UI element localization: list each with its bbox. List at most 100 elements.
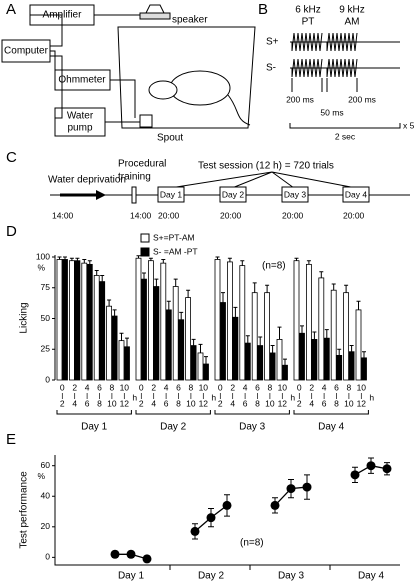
group-label: Day 4 — [318, 422, 345, 433]
x-tick-label: 8 — [110, 382, 115, 392]
bar — [172, 286, 179, 381]
bar — [336, 354, 343, 381]
point — [382, 464, 392, 474]
point — [190, 526, 200, 536]
legend-label: S+=PT-AM — [153, 232, 195, 242]
day-box — [219, 186, 247, 203]
x-tick-label: 8 — [347, 382, 352, 392]
time-label: 20:00 — [220, 210, 242, 220]
bar — [220, 302, 226, 381]
shape — [145, 4, 165, 14]
x-tick-label: 4 — [164, 382, 169, 392]
label: 9 kHz — [339, 5, 365, 16]
shape — [131, 186, 137, 204]
time-label: 20:00 — [282, 210, 304, 220]
bar — [56, 259, 63, 381]
error-bar — [204, 356, 208, 365]
legend-label: S- =AM -PT — [153, 246, 198, 256]
bracket — [56, 410, 132, 415]
error-bar — [265, 284, 270, 293]
x-unit: h — [132, 392, 137, 402]
day-box — [342, 186, 370, 203]
bar — [214, 259, 221, 381]
bar — [124, 346, 130, 381]
error-bar — [69, 257, 74, 261]
panel-label: B — [258, 1, 268, 18]
x-tick-label: 8 — [255, 398, 260, 408]
x-unit: h — [369, 392, 374, 402]
error-bar — [148, 257, 153, 261]
day-label: Day 3 — [284, 189, 306, 199]
x-tick-label: 6 — [243, 398, 248, 408]
x-tick-label: 6 — [334, 382, 339, 392]
bar — [232, 316, 239, 381]
bar — [251, 292, 258, 381]
group-label: Day 4 — [358, 571, 385, 582]
error-bar — [100, 274, 105, 282]
bar — [318, 277, 325, 381]
y-label: Test performance — [19, 471, 30, 549]
x-unit: h — [290, 392, 295, 402]
error-bar — [112, 309, 117, 317]
group-label: Day 2 — [160, 422, 187, 433]
point — [286, 484, 296, 494]
x-tick-label: 12 — [199, 398, 209, 408]
label: S- — [266, 63, 276, 74]
bar — [305, 263, 312, 381]
y-tick-label: 0 — [45, 374, 50, 384]
y-unit: % — [37, 471, 45, 481]
y-tick-label: 40 — [41, 491, 51, 501]
error-bar — [125, 337, 129, 347]
error-bar — [252, 282, 257, 293]
error-bar — [75, 257, 80, 261]
x-tick-label: 10 — [120, 382, 130, 392]
x-tick-label: 2 — [72, 382, 77, 392]
bar — [323, 337, 330, 381]
label: 50 ms — [320, 107, 343, 117]
group-label: Day 1 — [118, 571, 145, 582]
error-bar — [136, 255, 141, 259]
error-bar — [277, 326, 282, 340]
shape — [139, 12, 171, 20]
error-bar — [356, 300, 361, 310]
x-tick-label: 10 — [357, 382, 367, 392]
point — [366, 461, 376, 471]
group — [290, 32, 400, 92]
error-bar — [233, 306, 238, 318]
shape — [139, 114, 153, 128]
error-bar — [63, 256, 67, 260]
x-tick-label: 2 — [297, 398, 302, 408]
error-bar — [337, 348, 342, 356]
x-tick-label: 6 — [176, 382, 181, 392]
x-tick-label: 10 — [107, 398, 117, 408]
bar — [69, 260, 75, 381]
group-label: Day 1 — [81, 422, 108, 433]
x-tick-label: 4 — [230, 398, 235, 408]
error-bar — [215, 256, 220, 260]
x-tick-label: 0 — [60, 382, 65, 392]
point — [222, 500, 232, 510]
label: 6 kHz — [295, 5, 321, 16]
x-tick-label: 8 — [268, 382, 273, 392]
error-bar — [179, 311, 184, 320]
time-label: 20:00 — [343, 210, 365, 220]
label: AM — [345, 17, 360, 28]
error-bar — [283, 358, 287, 366]
error-bar — [161, 258, 166, 264]
shape — [289, 123, 401, 129]
waveform — [326, 58, 358, 78]
error-bar — [270, 345, 275, 353]
bar — [343, 292, 350, 381]
x-tick-label: 12 — [278, 398, 288, 408]
error-bar — [186, 289, 191, 298]
bar — [62, 259, 68, 381]
shape — [117, 26, 256, 129]
box-label: Water — [67, 111, 94, 122]
bar — [293, 260, 300, 381]
x-tick-label: 4 — [85, 382, 90, 392]
box-label: Computer — [4, 46, 49, 57]
point — [270, 500, 280, 510]
bar — [257, 345, 264, 381]
x-tick-label: 4 — [322, 382, 327, 392]
